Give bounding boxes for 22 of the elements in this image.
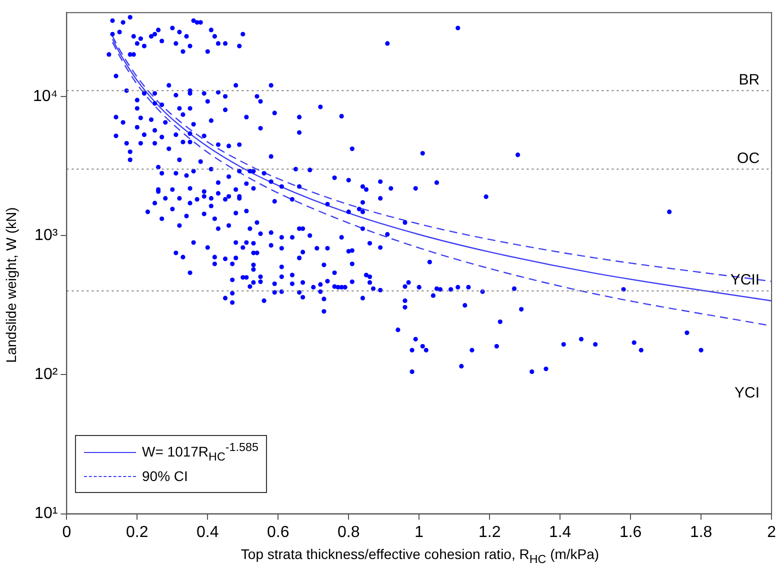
x-tick-label: 1.8 — [690, 524, 712, 541]
y-tick-label: 10⁴ — [33, 88, 58, 105]
x-tick-label: 2 — [767, 524, 776, 541]
x-axis-title: Top strata thickness/effective cohesion ratio, R$_{HC}$ (m/kPa) — [240, 546, 600, 566]
x-tick-label: 0.4 — [196, 524, 219, 541]
x-tick-label: 0.6 — [267, 524, 290, 541]
y-axis-title: Landslide weight, W (kN) — [3, 207, 19, 363]
x-tick-label: 0.8 — [338, 524, 360, 541]
annotation: YCI — [734, 384, 760, 402]
x-tick-label: 1.2 — [478, 524, 501, 541]
x-tick-label: 0.2 — [126, 524, 148, 541]
x-tick-label: 1.6 — [619, 524, 642, 541]
y-tick-label: 10³ — [34, 226, 58, 244]
x-tick-label: 0 — [62, 524, 72, 541]
y-tick-label: 10² — [34, 366, 58, 384]
ref-line-label: BR — [738, 71, 760, 88]
legend-label: 90% CI — [142, 468, 188, 484]
y-tick-label: 10¹ — [34, 505, 58, 522]
ref-line-label: YCII — [730, 272, 760, 289]
ref-line-label: OC — [737, 150, 760, 167]
x-tick-label: 1 — [414, 524, 424, 541]
x-tick-label: 1.4 — [548, 524, 572, 541]
